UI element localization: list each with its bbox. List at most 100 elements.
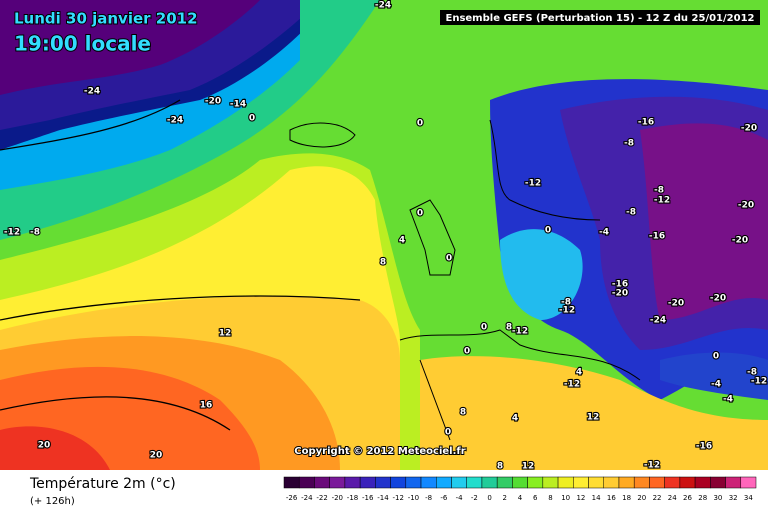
legend-tick-label: 26 [683, 494, 692, 502]
legend-tick-label: -12 [392, 494, 403, 502]
contour-label: 20 [150, 451, 163, 461]
contour-label: -8 [654, 186, 664, 196]
contour-label: -16 [638, 118, 654, 128]
contour-label: 0 [417, 119, 423, 129]
contour-label: -8 [626, 208, 636, 218]
legend-tick-label: 4 [518, 494, 523, 502]
contour-label: -20 [741, 124, 757, 134]
legend-tick-label: 22 [653, 494, 662, 502]
contour-label: -12 [644, 461, 660, 471]
coastline [409, 199, 456, 276]
legend-tick-label: -8 [425, 494, 432, 502]
legend-swatch [740, 476, 757, 489]
legend-tick-label: -10 [408, 494, 419, 502]
contour-label: -16 [696, 442, 712, 452]
legend-tick-label: 16 [607, 494, 616, 502]
legend-tick-label: 0 [487, 494, 491, 502]
legend-tick-label: -20 [332, 494, 343, 502]
legend-tick-label: 24 [668, 494, 677, 502]
contour-label: 0 [545, 226, 551, 236]
contour-label: -12 [654, 196, 670, 206]
legend-swatch [633, 476, 650, 489]
legend-swatch [329, 476, 346, 489]
copyright: Copyright © 2012 Meteociel.fr [294, 446, 465, 457]
contour-label: 0 [445, 428, 451, 438]
color-legend: -26 -24 -22 -20 -18 -16 -14 -12 -10 -8 -6 -4 -2 0 2 4 6 8… [283, 476, 757, 502]
contour-label: 4 [512, 414, 518, 424]
contour-label: -20 [205, 97, 221, 107]
legend-swatch [466, 476, 483, 489]
legend-tick-label: 32 [729, 494, 738, 502]
contour-label: -12 [751, 377, 767, 387]
contour-label: 12 [522, 462, 535, 472]
legend-tick-label: -18 [347, 494, 358, 502]
legend-tick-label: 18 [622, 494, 631, 502]
legend-swatch [298, 476, 315, 489]
legend-swatch [542, 476, 559, 489]
legend-swatch [512, 476, 528, 489]
legend-swatch [405, 476, 422, 489]
date: Lundi 30 janvier 2012 [14, 10, 198, 28]
legend-tick-label: 28 [698, 494, 707, 502]
contour-label: -12 [525, 179, 541, 189]
legend-swatch [557, 476, 574, 489]
contour-label: 12 [219, 329, 232, 339]
contour-label: -20 [738, 201, 754, 211]
legend-tick-label: -6 [440, 494, 448, 502]
contour-label: -24 [84, 87, 100, 97]
contour-label: 0 [464, 347, 470, 357]
contour-label: -24 [167, 116, 183, 126]
contour-label: 8 [497, 462, 503, 472]
contour-label: 4 [576, 368, 582, 378]
legend-tick-label: -16 [362, 494, 374, 502]
contour-label: -12 [564, 380, 580, 390]
legend-swatch [390, 476, 407, 489]
legend-tick-label: 10 [561, 494, 570, 502]
contour-label: 8 [460, 408, 466, 418]
legend-swatch [664, 476, 681, 489]
contour-label: 0 [713, 352, 719, 362]
contour-label: -12 [512, 327, 528, 337]
legend-swatch [436, 476, 452, 489]
legend-tick-label: -4 [456, 494, 464, 502]
legend-swatch [481, 476, 498, 489]
legend-tick-label: 2 [503, 494, 507, 502]
coastline [289, 122, 356, 148]
legend-swatch [603, 476, 620, 489]
legend-tick-label: -24 [301, 494, 313, 502]
contour-label: -8 [747, 368, 757, 378]
contour-label: -20 [612, 289, 628, 299]
contour-label: 0 [417, 209, 423, 219]
legend-swatch [710, 476, 726, 489]
legend-tick-label: -2 [471, 494, 478, 502]
coastline [399, 119, 641, 441]
contour-label: -12 [4, 228, 20, 238]
contour-label: -4 [723, 395, 733, 405]
contour-label: -4 [599, 228, 609, 238]
contour-label: -16 [612, 280, 628, 290]
contour-label: 8 [506, 323, 512, 333]
warm-region [420, 356, 768, 470]
legend-swatch [694, 476, 711, 489]
legend-swatch [283, 476, 300, 489]
contour-label: -14 [230, 100, 246, 110]
legend-swatch [573, 476, 589, 489]
cold-core [0, 0, 260, 95]
legend-tick-label: 8 [548, 494, 552, 502]
contour-label: 0 [481, 323, 487, 333]
map: Ensemble GEFS (Perturbation 15) - 12 Z d… [0, 0, 768, 470]
contour-label: 16 [200, 401, 213, 411]
legend-swatch [725, 476, 742, 489]
legend-swatch [344, 476, 361, 489]
contour-label: -8 [624, 139, 634, 149]
legend-tick-label: 30 [713, 494, 722, 502]
lead-time: (+ 126h) [30, 496, 75, 507]
legend-swatch [679, 476, 696, 489]
legend-tick-label: -26 [286, 494, 298, 502]
legend-swatch [420, 476, 437, 489]
legend-tick-label: -22 [316, 494, 327, 502]
isotherm [0, 99, 361, 431]
legend-tick-label: 34 [744, 494, 753, 502]
